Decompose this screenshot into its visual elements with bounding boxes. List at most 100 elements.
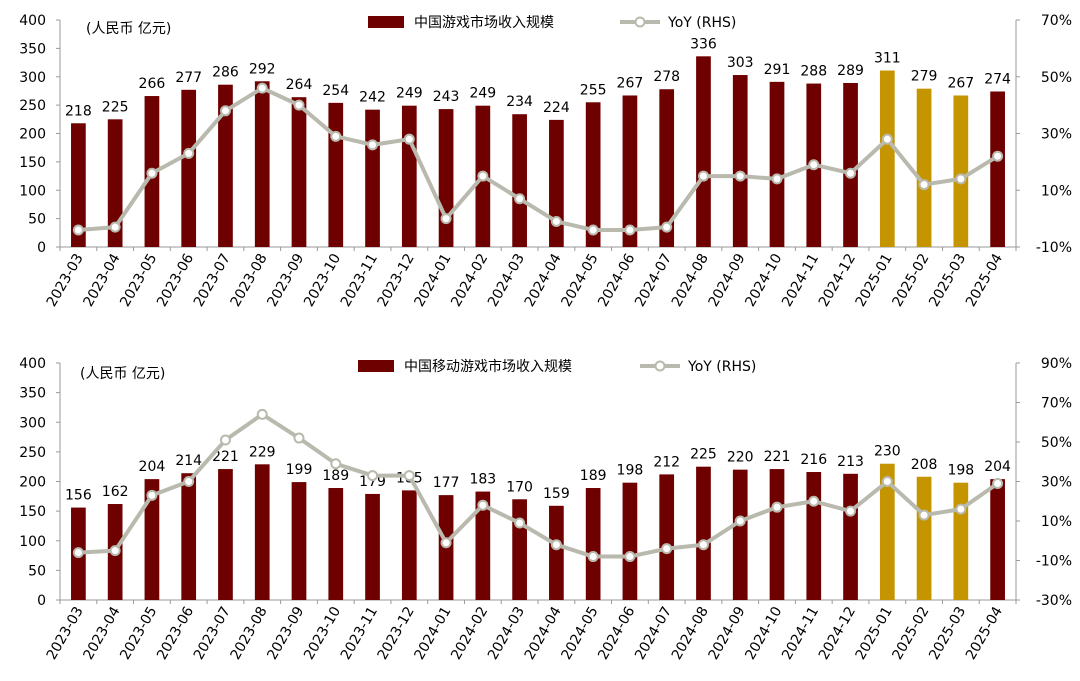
mobile-game-revenue-chart: 0 50 100 150 200 250 300 350 400 -30% -10% 10% 30% 50… bbox=[0, 345, 1080, 677]
bar-value-label: 199 bbox=[286, 462, 313, 478]
yoy-point bbox=[440, 537, 452, 549]
yoy-point bbox=[330, 130, 342, 142]
bar-value-label: 279 bbox=[911, 69, 938, 85]
revenue-bar bbox=[254, 81, 270, 247]
unit-label: (人民币 亿元) bbox=[80, 366, 165, 382]
yoy-point bbox=[367, 139, 379, 151]
yoy-point bbox=[514, 193, 526, 205]
revenue-bar bbox=[365, 493, 380, 600]
mobile-game-revenue-chart-svg: 0 50 100 150 200 250 300 350 400 -30% -10% 10% 30% 50… bbox=[19, 356, 1072, 663]
unit-label: (人民币 亿元) bbox=[86, 21, 171, 37]
yoy-point bbox=[734, 170, 746, 182]
left-tick-label: 0 bbox=[37, 240, 46, 256]
yoy-point bbox=[403, 470, 415, 482]
revenue-bar bbox=[806, 472, 822, 600]
yoy-point bbox=[845, 505, 857, 517]
revenue-bar bbox=[181, 473, 197, 600]
right-tick-label: 50% bbox=[1041, 70, 1072, 86]
right-tick-label: -10% bbox=[1036, 240, 1072, 256]
left-tick-label: 100 bbox=[19, 183, 46, 199]
revenue-bar bbox=[549, 119, 564, 247]
legend-bar-label: 中国移动游戏市场收入规模 bbox=[404, 358, 572, 375]
revenue-bar bbox=[218, 469, 233, 600]
legend-bar-label: 中国游戏市场收入规模 bbox=[414, 14, 554, 31]
revenue-bar bbox=[990, 479, 1005, 600]
revenue-bar bbox=[218, 84, 233, 247]
yoy-point bbox=[550, 539, 562, 551]
revenue-bar bbox=[622, 95, 638, 247]
yoy-point bbox=[183, 476, 195, 487]
bar-value-label: 208 bbox=[911, 457, 938, 473]
bar-value-label: 198 bbox=[617, 463, 644, 479]
legend-line-marker bbox=[654, 360, 666, 372]
bar-value-label: 249 bbox=[396, 86, 423, 102]
left-tick-label: 350 bbox=[19, 386, 46, 402]
bar-value-label: 179 bbox=[359, 474, 386, 490]
yoy-point bbox=[845, 167, 857, 179]
yoy-point bbox=[661, 543, 673, 555]
yoy-point bbox=[256, 82, 268, 94]
revenue-bar bbox=[254, 464, 270, 600]
bar-value-label: 255 bbox=[580, 82, 607, 98]
yoy-point bbox=[146, 167, 158, 179]
yoy-point bbox=[183, 147, 195, 159]
x-tick-label: 2025-04 bbox=[963, 604, 1006, 663]
bar-value-label: 218 bbox=[65, 103, 92, 119]
yoy-point bbox=[293, 99, 305, 111]
yoy-point bbox=[697, 170, 709, 182]
bar-value-label: 213 bbox=[837, 454, 864, 470]
revenue-bar bbox=[401, 105, 417, 247]
bar-value-label: 212 bbox=[653, 454, 680, 470]
yoy-point bbox=[256, 408, 268, 420]
yoy-point bbox=[440, 213, 452, 225]
left-tick-label: 200 bbox=[19, 475, 46, 491]
revenue-bar bbox=[107, 119, 123, 247]
yoy-line bbox=[78, 86, 999, 232]
revenue-bar bbox=[438, 109, 454, 247]
right-tick-label: 70% bbox=[1041, 13, 1072, 29]
yoy-point bbox=[367, 470, 379, 482]
yoy-point bbox=[881, 476, 893, 487]
bar-value-label: 289 bbox=[837, 63, 864, 79]
bar-value-label: 159 bbox=[543, 486, 570, 502]
legend-bar-swatch bbox=[358, 360, 394, 372]
bar-value-label: 291 bbox=[764, 62, 791, 78]
revenue-bar bbox=[585, 102, 601, 247]
bar-value-label: 264 bbox=[286, 77, 313, 93]
yoy-point bbox=[514, 517, 526, 529]
bar-value-label: 216 bbox=[800, 452, 827, 468]
left-tick-label: 200 bbox=[19, 127, 46, 143]
revenue-bar bbox=[291, 97, 307, 248]
yoy-point bbox=[72, 547, 84, 559]
revenue-bar bbox=[291, 482, 307, 600]
yoy-line bbox=[78, 412, 999, 559]
yoy-point bbox=[587, 551, 599, 563]
yoy-point bbox=[587, 224, 599, 236]
bar-value-label: 225 bbox=[102, 99, 129, 115]
bar-value-label: 189 bbox=[580, 468, 607, 484]
right-tick-label: 30% bbox=[1041, 475, 1072, 491]
game-revenue-chart-svg: 0 50 100 150 200 250 300 350 400 -10% 10% 30% 50% 70%… bbox=[19, 13, 1072, 310]
right-tick-label: 30% bbox=[1041, 127, 1072, 143]
revenue-bar bbox=[475, 491, 491, 600]
yoy-point bbox=[109, 545, 121, 557]
revenue-bar bbox=[71, 123, 86, 247]
left-tick-label: 300 bbox=[19, 70, 46, 86]
bar-value-label: 204 bbox=[139, 459, 166, 475]
revenue-bar bbox=[622, 482, 638, 600]
right-tick-label: 70% bbox=[1041, 396, 1072, 412]
bar-value-label: 277 bbox=[175, 70, 202, 86]
yoy-point bbox=[734, 515, 746, 527]
bar-value-label: 266 bbox=[139, 76, 166, 92]
bar-value-label: 224 bbox=[543, 100, 570, 116]
right-tick-label: -30% bbox=[1036, 593, 1072, 609]
legend-line-label: YoY (RHS) bbox=[667, 15, 736, 31]
revenue-bar bbox=[990, 91, 1005, 247]
bar-value-label: 234 bbox=[506, 94, 533, 110]
bar-value-label: 183 bbox=[469, 472, 496, 488]
yoy-point bbox=[955, 503, 967, 515]
bar-value-label: 267 bbox=[947, 75, 974, 91]
yoy-point bbox=[808, 495, 820, 507]
left-tick-label: 50 bbox=[28, 563, 46, 579]
left-tick-label: 100 bbox=[19, 534, 46, 550]
